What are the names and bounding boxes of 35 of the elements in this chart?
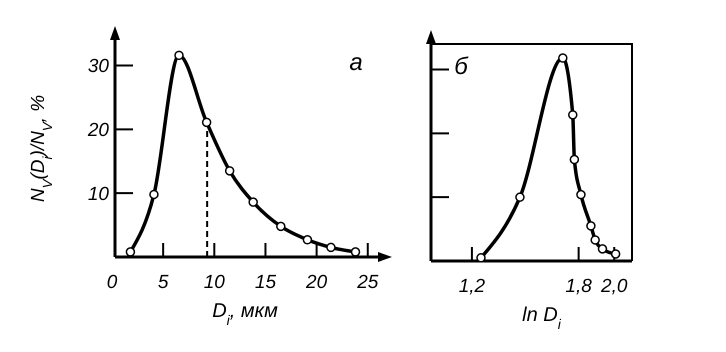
x-tick-label: 25 [356,272,379,293]
x-tick-label: 5 [158,272,169,293]
point [202,118,212,128]
point [586,221,596,231]
point [515,192,525,202]
point [248,197,258,207]
x-tick-label: 20 [305,272,328,293]
y-tick-label: 10 [88,184,110,205]
point [610,249,620,259]
point [568,110,578,120]
x-tick-label: 1,8 [565,276,592,297]
point [558,53,568,63]
point [276,222,286,232]
point [570,154,580,164]
x-axis-title: D$_{i}$, мкм [212,300,278,328]
x-axis-title: ln D$_{i}$ [522,304,562,332]
x-tick-label: 2,0 [600,276,628,297]
point [590,235,600,245]
y-tick-label: 20 [86,120,110,142]
point [350,247,360,257]
point [174,50,184,60]
x-tick-label: 1,2 [458,276,486,297]
annotation: а [349,49,363,76]
point [576,190,586,200]
x-tick-label: 15 [254,272,276,293]
y-tick-label: 30 [88,56,110,78]
point [326,242,336,252]
point [149,190,159,200]
annotation: б [454,53,470,80]
point [126,247,136,257]
point [598,244,608,254]
x-tick-label: 0 [106,272,118,293]
x-tick-label: 10 [204,272,226,293]
point [302,235,312,245]
point [224,166,234,176]
